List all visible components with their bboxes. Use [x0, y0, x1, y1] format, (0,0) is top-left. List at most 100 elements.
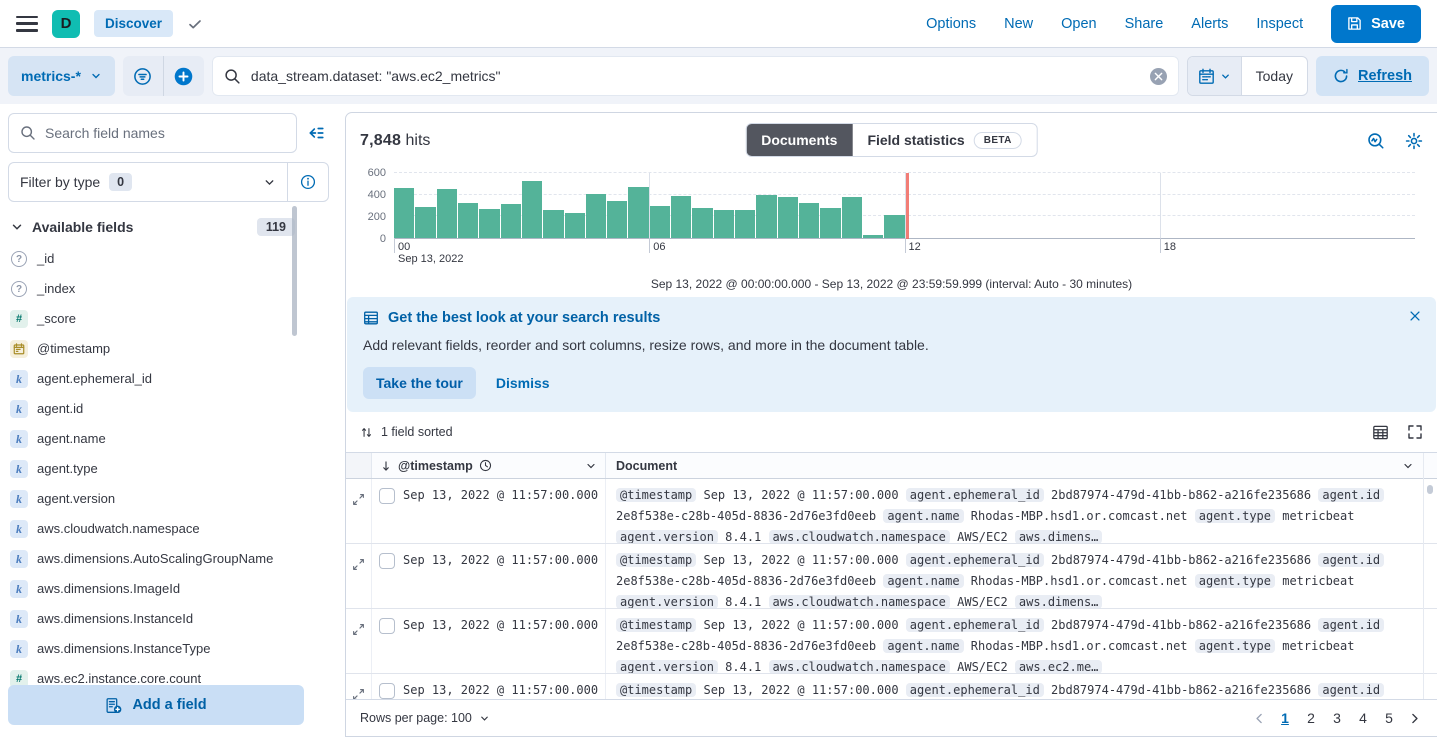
prev-page-icon[interactable] — [1251, 712, 1268, 725]
page-button[interactable]: 3 — [1333, 710, 1341, 726]
rows-per-page-select[interactable]: Rows per page: 100 — [360, 711, 490, 725]
bar[interactable] — [735, 210, 756, 238]
bar[interactable] — [649, 205, 671, 238]
field-item[interactable]: k aws.dimensions.InstanceType — [8, 634, 329, 664]
filter-by-type-select[interactable]: Filter by type 0 — [9, 163, 287, 201]
bar[interactable] — [564, 213, 585, 238]
document-column-header[interactable]: Document — [606, 453, 1424, 478]
table-scrollbar[interactable] — [1427, 485, 1433, 494]
fields-sorted-label[interactable]: 1 field sorted — [381, 425, 453, 439]
row-checkbox[interactable] — [379, 553, 395, 569]
bar[interactable] — [415, 206, 436, 238]
page-button[interactable]: 1 — [1281, 710, 1289, 726]
page-button[interactable]: 5 — [1385, 710, 1393, 726]
nav-share[interactable]: Share — [1124, 15, 1164, 32]
sidebar-scrollbar[interactable] — [292, 206, 297, 336]
field-item[interactable]: # aws.ec2.instance.core.count — [8, 664, 329, 694]
expand-row-icon[interactable] — [352, 622, 365, 636]
row-checkbox[interactable] — [379, 618, 395, 634]
row-document-summary[interactable]: @timestamp Sep 13, 2022 @ 11:57:00.000 a… — [606, 479, 1437, 543]
nav-inspect[interactable]: Inspect — [1256, 15, 1304, 32]
row-document-summary[interactable]: @timestamp Sep 13, 2022 @ 11:57:00.000 a… — [606, 609, 1437, 673]
nav-open[interactable]: Open — [1061, 15, 1097, 32]
expand-row-icon[interactable] — [352, 557, 365, 571]
bar[interactable] — [862, 235, 884, 238]
field-item[interactable]: k agent.id — [8, 394, 329, 424]
date-quick-select[interactable] — [1187, 57, 1242, 95]
field-item[interactable]: k agent.name — [8, 424, 329, 454]
nav-alerts[interactable]: Alerts — [1191, 15, 1229, 32]
bar[interactable] — [394, 188, 415, 238]
bar[interactable] — [713, 210, 734, 238]
time-range-label[interactable]: Today — [1242, 68, 1307, 84]
expand-row-icon[interactable] — [352, 492, 365, 506]
bar[interactable] — [820, 207, 841, 238]
clear-query-icon[interactable] — [1149, 67, 1167, 85]
save-button[interactable]: Save — [1331, 4, 1421, 43]
row-checkbox[interactable] — [379, 488, 395, 504]
bar[interactable] — [628, 187, 649, 238]
bar[interactable] — [798, 203, 820, 238]
dismiss-button[interactable]: Dismiss — [495, 375, 550, 391]
sort-icon — [361, 427, 372, 437]
expand-row-icon[interactable] — [352, 687, 365, 699]
bar[interactable] — [436, 188, 457, 238]
histogram-chart[interactable]: 00 Sep 13, 2022 06 12 18 0 200 400 600 — [346, 167, 1437, 269]
bar[interactable] — [756, 195, 777, 238]
page-button[interactable]: 2 — [1307, 710, 1315, 726]
row-document-summary[interactable]: @timestamp Sep 13, 2022 @ 11:57:00.000 a… — [606, 674, 1437, 699]
tab-field-statistics[interactable]: Field statistics BETA — [852, 124, 1036, 156]
saved-query-icon[interactable] — [123, 56, 163, 96]
nav-new[interactable]: New — [1004, 15, 1034, 32]
check-icon[interactable] — [187, 16, 203, 32]
next-page-icon[interactable] — [1406, 712, 1423, 725]
field-item[interactable]: @timestamp — [8, 334, 329, 364]
display-options-icon[interactable] — [1372, 424, 1389, 441]
bar[interactable] — [671, 195, 692, 238]
field-item[interactable]: k agent.type — [8, 454, 329, 484]
field-item[interactable]: k aws.dimensions.AutoScalingGroupName — [8, 544, 329, 574]
add-field-button[interactable]: Add a field — [8, 685, 304, 725]
info-icon[interactable] — [287, 163, 328, 201]
fullscreen-icon[interactable] — [1407, 424, 1423, 440]
field-search-input[interactable] — [45, 125, 285, 141]
menu-icon[interactable] — [16, 15, 38, 32]
bar[interactable] — [543, 210, 564, 238]
gear-icon[interactable] — [1405, 132, 1423, 150]
add-filter-icon[interactable] — [164, 56, 204, 96]
collapse-sidebar-icon[interactable] — [303, 124, 329, 142]
page-button[interactable]: 4 — [1359, 710, 1367, 726]
field-item[interactable]: k agent.version — [8, 484, 329, 514]
row-checkbox[interactable] — [379, 683, 395, 699]
bar[interactable] — [777, 196, 798, 238]
bar[interactable] — [585, 194, 607, 238]
take-tour-button[interactable]: Take the tour — [363, 367, 476, 399]
bar[interactable] — [521, 181, 543, 238]
field-item[interactable]: ? _index — [8, 274, 329, 304]
inspect-chart-icon[interactable] — [1367, 132, 1385, 150]
nav-options[interactable]: Options — [926, 15, 977, 32]
field-item[interactable]: k aws.dimensions.ImageId — [8, 574, 329, 604]
row-document-summary[interactable]: @timestamp Sep 13, 2022 @ 11:57:00.000 a… — [606, 544, 1437, 608]
breadcrumb[interactable]: Discover — [94, 10, 174, 37]
bar[interactable] — [500, 204, 521, 238]
query-input[interactable] — [250, 68, 1140, 84]
field-item[interactable]: k aws.dimensions.InstanceId — [8, 604, 329, 634]
bar[interactable] — [884, 214, 905, 238]
timestamp-column-header[interactable]: @timestamp — [372, 453, 606, 478]
app-logo[interactable]: D — [52, 9, 80, 38]
close-icon[interactable] — [1408, 309, 1422, 323]
bar[interactable] — [841, 196, 862, 238]
bar[interactable] — [692, 207, 713, 238]
refresh-button[interactable]: Refresh — [1316, 56, 1429, 96]
field-item[interactable]: k agent.ephemeral_id — [8, 364, 329, 394]
bar[interactable] — [607, 201, 628, 238]
bar[interactable] — [479, 208, 500, 238]
field-item[interactable]: k aws.cloudwatch.namespace — [8, 514, 329, 544]
field-item[interactable]: # _score — [8, 304, 329, 334]
bar[interactable] — [457, 202, 479, 238]
tab-documents[interactable]: Documents — [746, 124, 853, 156]
field-item[interactable]: ? _id — [8, 244, 329, 274]
available-fields-header[interactable]: Available fields 119 — [10, 218, 327, 236]
data-view-picker[interactable]: metrics-* — [8, 56, 115, 96]
